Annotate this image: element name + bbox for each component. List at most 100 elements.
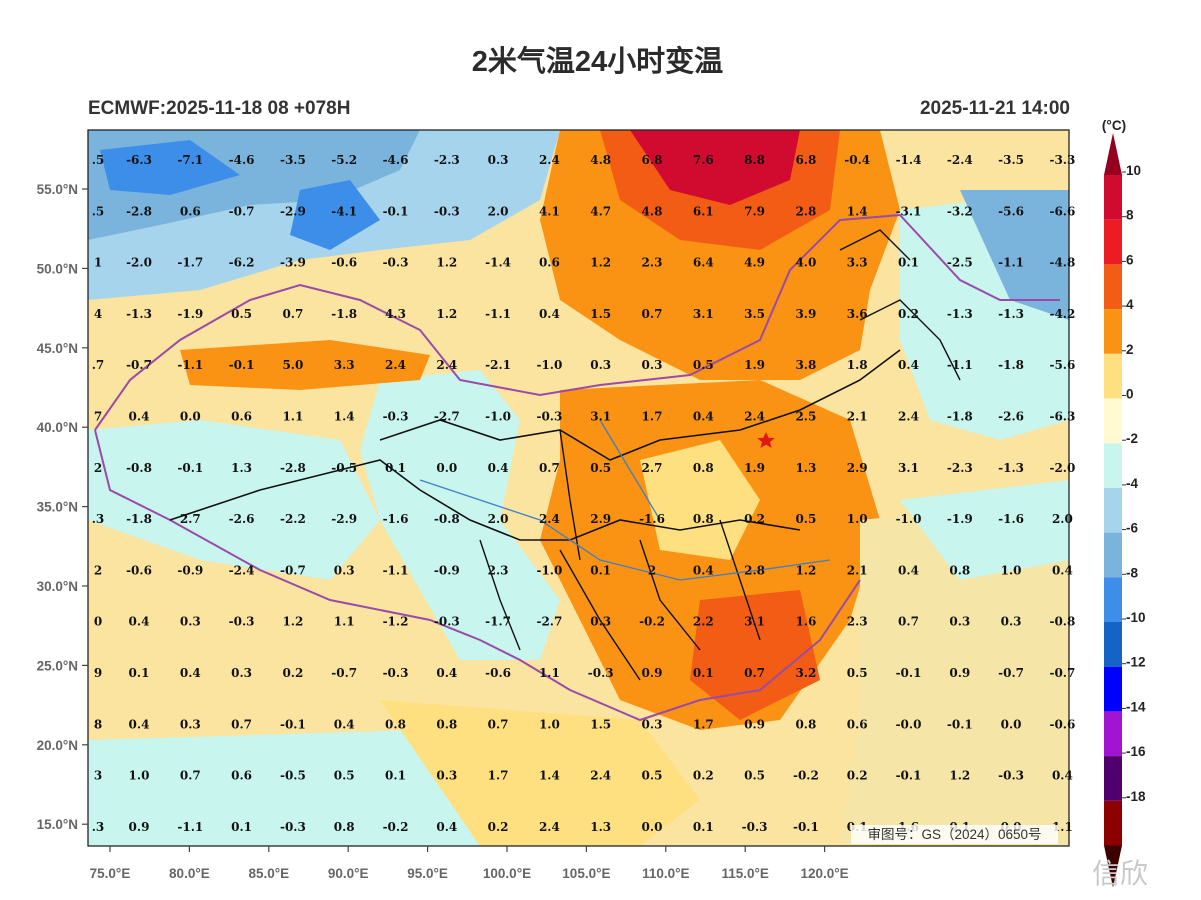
grid-value: 0.8: [693, 512, 714, 526]
grid-value: -3.1: [896, 204, 922, 218]
grid-value: -4.1: [331, 204, 357, 218]
grid-value: 1.2: [282, 615, 303, 629]
temperature-field: [88, 130, 1069, 846]
lon-tick-label: 80.0°E: [169, 866, 210, 881]
grid-value: 0.1: [385, 769, 406, 783]
grid-value: 1.0: [1001, 563, 1022, 577]
grid-value: 6.4: [693, 256, 714, 270]
grid-value: 4.8: [642, 204, 663, 218]
grid-value: -0.6: [126, 563, 152, 577]
grid-value: 2.7: [180, 512, 201, 526]
grid-value: 0.3: [1001, 615, 1022, 629]
grid-value: 0.8: [385, 717, 406, 731]
grid-value: -0.3: [383, 256, 409, 270]
grid-value: -0.7: [998, 666, 1024, 680]
grid-value: -4.6: [383, 153, 409, 167]
grid-value: 0.3: [180, 615, 201, 629]
grid-value: 3.1: [590, 410, 611, 424]
lon-tick-label: 115.0°E: [721, 866, 768, 881]
grid-value: 2.8: [744, 563, 765, 577]
map-frame: [87, 129, 1070, 847]
grid-value: 0.7: [539, 461, 560, 475]
lon-tick-label: 100.0°E: [483, 866, 531, 881]
grid-value: 1.2: [795, 563, 816, 577]
grid-value: 4.9: [744, 256, 765, 270]
grid-value: 3.1: [744, 615, 765, 629]
grid-value: 2.0: [1052, 512, 1073, 526]
grid-value: 0.4: [1052, 769, 1073, 783]
grid-value: -0.2: [639, 615, 665, 629]
grid-value: 1.1: [282, 410, 303, 424]
grid-value: 0.3: [436, 769, 457, 783]
colorbar-swatch: [1104, 711, 1122, 757]
grid-value: 0.3: [180, 717, 201, 731]
grid-value: -0.1: [896, 666, 922, 680]
grid-value: -2.4: [947, 153, 973, 167]
grid-value: 0.3: [231, 666, 252, 680]
grid-value: -0.6: [1049, 717, 1075, 731]
grid-value: 1.8: [847, 358, 868, 372]
colorbar-label: -12: [1126, 655, 1146, 670]
grid-value: -3.3: [1049, 153, 1075, 167]
grid-value: 2.4: [898, 410, 919, 424]
grid-value: -1.1: [383, 563, 409, 577]
grid-value: 4: [94, 307, 102, 321]
grid-value: -0.3: [229, 615, 255, 629]
grid-value: 0.1: [898, 256, 919, 270]
colorbar-label: -2: [1126, 431, 1138, 446]
colorbar-swatch: [1104, 398, 1122, 444]
boundaries: [94, 213, 1060, 722]
grid-value: -2.3: [947, 461, 973, 475]
beijing-star-icon: [757, 432, 775, 448]
grid-value: -1.9: [947, 512, 973, 526]
colorbar-label: 4: [1126, 297, 1134, 312]
grid-value: 0.1: [129, 666, 150, 680]
grid-value: 0.8: [693, 461, 714, 475]
grid-value: 2: [94, 563, 102, 577]
colorbar-label: -14: [1126, 699, 1146, 714]
grid-value: 1.7: [693, 717, 714, 731]
grid-value: -0.1: [177, 461, 203, 475]
colorbar: (°C) 10 8 6 4 2 0 -2 -4 -6 -8 -10 -12 -14 -16 -18: [1102, 118, 1146, 888]
grid-value: 3.3: [847, 256, 868, 270]
grid-value: -1.8: [947, 410, 973, 424]
grid-value: 0.9: [642, 666, 663, 680]
grid-value: -2.8: [280, 461, 306, 475]
grid-value: -0.3: [434, 204, 460, 218]
grid-value: 3.1: [693, 307, 714, 321]
grid-value: -1.1: [177, 820, 203, 834]
grid-value: -0.1: [383, 204, 409, 218]
colorbar-label: -18: [1126, 789, 1146, 804]
grid-value: 0.4: [693, 410, 714, 424]
grid-value: -0.9: [434, 563, 460, 577]
grid-value: 1.7: [488, 769, 509, 783]
grid-value: -0.2: [383, 820, 409, 834]
grid-value: 0.1: [693, 666, 714, 680]
grid-value: 0.0: [642, 820, 663, 834]
grid-value: 3.6: [847, 307, 868, 321]
grid-value: 2.4: [539, 153, 560, 167]
grid-value: 3.5: [744, 307, 765, 321]
grid-value: -0.7: [126, 358, 152, 372]
grid-value: -0.3: [383, 666, 409, 680]
colorbar-label: -16: [1126, 744, 1146, 759]
grid-value: 2.1: [847, 563, 868, 577]
colorbar-swatch: [1104, 577, 1122, 622]
latitude-axis: 55.0°N 50.0°N 45.0°N 40.0°N 35.0°N 30.0°N 25.0…: [37, 182, 88, 832]
grid-value: -0.4: [844, 153, 870, 167]
grid-value: 6.8: [642, 153, 663, 167]
grid-value: -2.7: [536, 615, 562, 629]
grid-value: 1.9: [744, 358, 765, 372]
lat-tick-label: 40.0°N: [37, 420, 78, 435]
grid-value: -1.9: [177, 307, 203, 321]
grid-value: -1.4: [896, 153, 922, 167]
grid-value: -0.0: [896, 717, 922, 731]
grid-value: 0.0: [1001, 717, 1022, 731]
grid-value: 0.5: [334, 769, 355, 783]
grid-value: 1.2: [949, 769, 970, 783]
grid-value: 0.7: [642, 307, 663, 321]
grid-value: 2.4: [436, 358, 457, 372]
grid-value: 0.8: [436, 717, 457, 731]
grid-value: 0.7: [744, 666, 765, 680]
lat-tick-label: 45.0°N: [37, 341, 78, 356]
